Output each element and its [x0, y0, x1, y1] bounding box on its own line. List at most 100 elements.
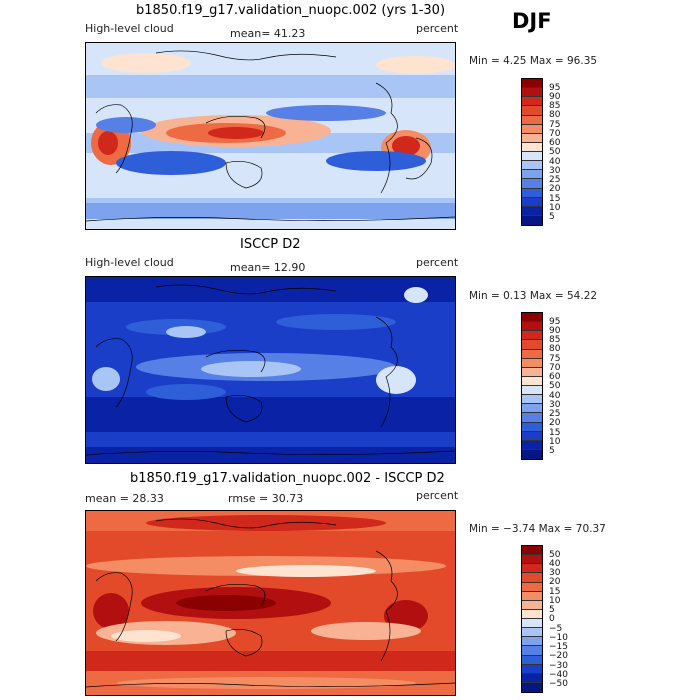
- colorbar-label: 60: [549, 138, 561, 148]
- colorbar-label: 20: [549, 184, 561, 194]
- panel-1-min-max: Min = 4.25 Max = 96.35: [469, 55, 598, 67]
- panel-3-map-field: [86, 511, 455, 695]
- panel-3-title: b1850.f19_g17.validation_nuopc.002 - ISC…: [130, 471, 445, 486]
- colorbar-label: 5: [549, 446, 555, 456]
- colorbar-label: −10: [549, 633, 568, 643]
- colorbar-label: −50: [549, 679, 568, 689]
- season-label: DJF: [512, 9, 552, 33]
- colorbar-label: 50: [549, 550, 561, 560]
- colorbar-swatch: [522, 431, 542, 441]
- colorbar-swatch: [522, 206, 542, 216]
- panel-2-min-max: Min = 0.13 Max = 54.22: [469, 290, 598, 302]
- colorbar-label: 85: [549, 101, 561, 111]
- colorbar-swatch: [522, 79, 542, 89]
- colorbar-swatch: [522, 395, 542, 405]
- colorbar-label: 15: [549, 428, 561, 438]
- colorbar-swatch: [522, 188, 542, 198]
- colorbar-swatch: [522, 609, 542, 619]
- colorbar-swatch: [522, 376, 542, 386]
- colorbar-swatch: [522, 142, 542, 152]
- panel-3-map: [85, 510, 456, 696]
- panel-3-min-max: Min = −3.74 Max = 70.37: [469, 523, 606, 535]
- panel-1-map: [85, 42, 456, 230]
- colorbar-swatch: [522, 349, 542, 359]
- colorbar-label: 10: [549, 437, 561, 447]
- panel-2-variable-label: High-level cloud: [85, 256, 174, 269]
- colorbar-label: 30: [549, 166, 561, 176]
- colorbar-swatch: [522, 197, 542, 207]
- colorbar-swatch: [522, 628, 542, 638]
- panel-2-colorbar: [521, 312, 543, 460]
- colorbar-swatch: [522, 152, 542, 162]
- colorbar-label: 40: [549, 559, 561, 569]
- colorbar-swatch: [522, 546, 542, 556]
- panel-1-mean-value: mean= 41.23: [230, 27, 306, 40]
- colorbar-swatch: [522, 564, 542, 574]
- colorbar-label: 90: [549, 92, 561, 102]
- colorbar-swatch: [522, 655, 542, 665]
- colorbar-swatch: [522, 179, 542, 189]
- colorbar-swatch: [522, 88, 542, 98]
- colorbar-label: 0: [549, 614, 555, 624]
- panel-1-map-field: [86, 43, 455, 229]
- colorbar-swatch: [522, 555, 542, 565]
- colorbar-label: 75: [549, 120, 561, 130]
- colorbar-label: 90: [549, 326, 561, 336]
- colorbar-swatch: [522, 591, 542, 601]
- panel-1-unit-label: percent: [416, 22, 459, 35]
- colorbar-label: 30: [549, 568, 561, 578]
- colorbar-swatch: [522, 313, 542, 323]
- colorbar-label: 95: [549, 83, 561, 93]
- colorbar-swatch: [522, 386, 542, 396]
- colorbar-swatch: [522, 646, 542, 656]
- colorbar-label: 40: [549, 391, 561, 401]
- colorbar-label: 10: [549, 596, 561, 606]
- colorbar-swatch: [522, 600, 542, 610]
- colorbar-swatch: [522, 582, 542, 592]
- colorbar-label: −30: [549, 661, 568, 671]
- colorbar-swatch: [522, 619, 542, 629]
- panel-1-title: b1850.f19_g17.validation_nuopc.002 (yrs …: [136, 3, 446, 18]
- colorbar-label: 15: [549, 587, 561, 597]
- colorbar-label: 5: [549, 605, 555, 615]
- colorbar-label: 60: [549, 372, 561, 382]
- panel-2-title: ISCCP D2: [240, 237, 301, 252]
- colorbar-swatch: [522, 115, 542, 125]
- colorbar-swatch: [522, 573, 542, 583]
- colorbar-swatch: [522, 215, 542, 225]
- colorbar-label: 20: [549, 577, 561, 587]
- colorbar-swatch: [522, 637, 542, 647]
- panel-3-mean-value: mean = 28.33: [85, 492, 164, 505]
- colorbar-label: −15: [549, 642, 568, 652]
- colorbar-swatch: [522, 422, 542, 432]
- colorbar-swatch: [522, 170, 542, 180]
- colorbar-swatch: [522, 664, 542, 674]
- colorbar-swatch: [522, 322, 542, 332]
- colorbar-label: 20: [549, 418, 561, 428]
- colorbar-label: −5: [549, 624, 563, 634]
- colorbar-swatch: [522, 340, 542, 350]
- colorbar-swatch: [522, 124, 542, 134]
- panel-2-mean-value: mean= 12.90: [230, 261, 306, 274]
- colorbar-label: 95: [549, 317, 561, 327]
- colorbar-label: 80: [549, 110, 561, 120]
- colorbar-swatch: [522, 331, 542, 341]
- colorbar-swatch: [522, 404, 542, 414]
- panel-1-colorbar: [521, 78, 543, 226]
- panel-3-unit-label: percent: [416, 489, 459, 502]
- colorbar-swatch: [522, 673, 542, 683]
- colorbar-label: 40: [549, 157, 561, 167]
- colorbar-swatch: [522, 367, 542, 377]
- colorbar-label: 5: [549, 212, 555, 222]
- panel-3-colorbar: [521, 545, 543, 693]
- colorbar-label: 50: [549, 147, 561, 157]
- panel-2-map-field: [86, 277, 455, 463]
- colorbar-swatch: [522, 161, 542, 171]
- colorbar-label: 70: [549, 129, 561, 139]
- colorbar-label: 70: [549, 363, 561, 373]
- colorbar-label: 15: [549, 194, 561, 204]
- colorbar-label: 10: [549, 203, 561, 213]
- colorbar-swatch: [522, 449, 542, 459]
- colorbar-label: 25: [549, 409, 561, 419]
- panel-3-rmse-value: rmse = 30.73: [228, 492, 304, 505]
